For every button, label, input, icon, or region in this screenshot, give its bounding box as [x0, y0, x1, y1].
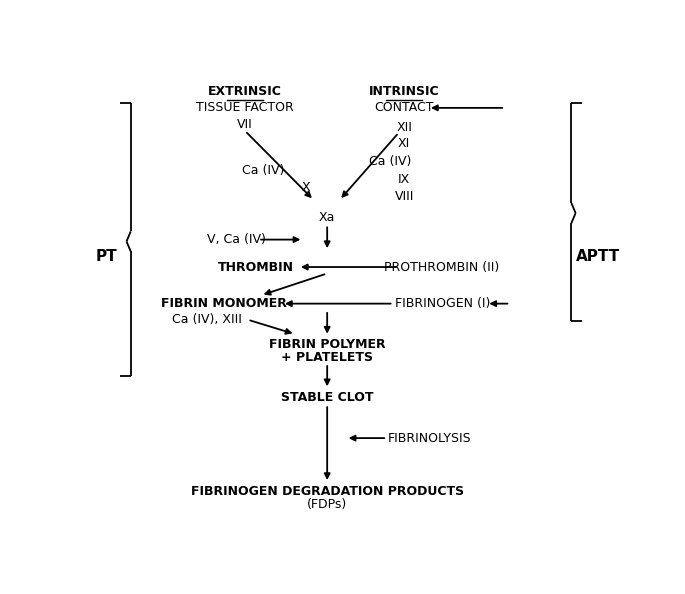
Text: Ca (IV): Ca (IV)	[369, 155, 411, 168]
Text: XI: XI	[398, 137, 410, 150]
Text: PT: PT	[96, 249, 118, 264]
Text: Ca (IV): Ca (IV)	[242, 165, 285, 178]
Text: XII: XII	[396, 121, 412, 134]
Text: PROTHROMBIN (II): PROTHROMBIN (II)	[384, 261, 499, 274]
Text: VIII: VIII	[395, 189, 414, 203]
Text: THROMBIN: THROMBIN	[218, 261, 293, 274]
Text: FIBRIN POLYMER: FIBRIN POLYMER	[269, 338, 386, 351]
Text: IX: IX	[398, 173, 410, 186]
Text: (FDPs): (FDPs)	[307, 498, 347, 511]
Text: X: X	[301, 181, 310, 194]
Text: FIBRINOGEN DEGRADATION PRODUCTS: FIBRINOGEN DEGRADATION PRODUCTS	[190, 485, 464, 498]
Text: TISSUE FACTOR: TISSUE FACTOR	[196, 102, 294, 115]
Text: STABLE CLOT: STABLE CLOT	[281, 391, 373, 404]
Text: VII: VII	[237, 118, 253, 131]
Text: V, Ca (IV): V, Ca (IV)	[208, 233, 266, 246]
Text: Xa: Xa	[319, 211, 336, 224]
Text: INTRINSIC: INTRINSIC	[369, 86, 440, 99]
Text: APTT: APTT	[576, 249, 620, 264]
Text: FIBRIN MONOMER: FIBRIN MONOMER	[161, 297, 286, 310]
Text: CONTACT: CONTACT	[375, 102, 434, 115]
Text: FIBRINOGEN (I): FIBRINOGEN (I)	[395, 297, 490, 310]
Text: FIBRINOLYSIS: FIBRINOLYSIS	[388, 432, 471, 444]
Text: EXTRINSIC: EXTRINSIC	[208, 86, 282, 99]
Text: Ca (IV), XIII: Ca (IV), XIII	[172, 313, 242, 326]
Text: + PLATELETS: + PLATELETS	[281, 350, 373, 364]
